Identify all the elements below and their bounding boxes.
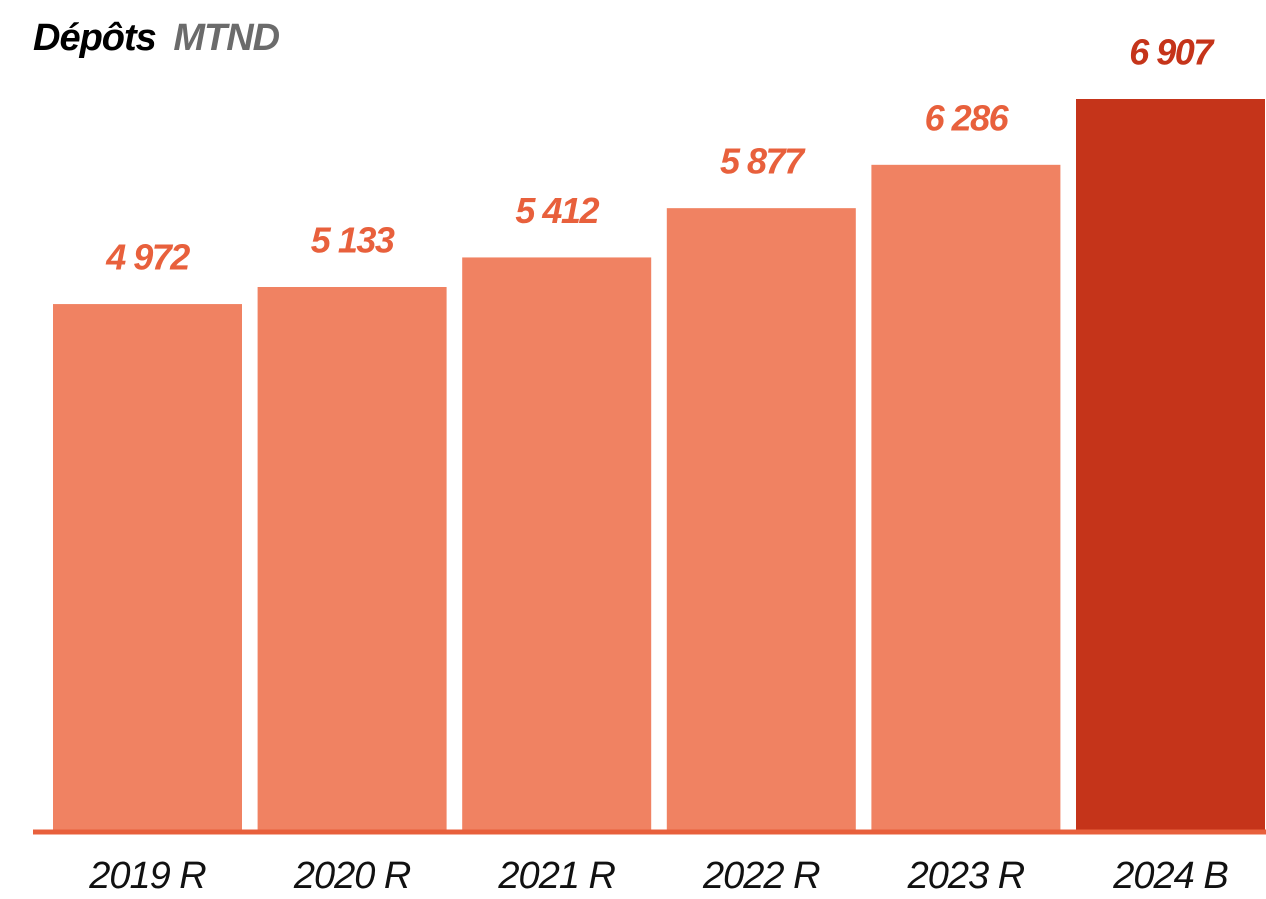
bar	[1076, 99, 1265, 831]
value-label: 5 133	[311, 220, 395, 261]
value-label: 6 286	[925, 97, 1010, 138]
bar	[53, 304, 242, 832]
bar	[871, 164, 1061, 831]
x-tick-label: 2019 R	[88, 855, 206, 897]
chart-title: Dépôts	[33, 17, 156, 59]
value-label: 5 877	[720, 141, 806, 182]
bar	[666, 208, 856, 832]
chart-unit: MTND	[173, 17, 279, 59]
value-label: 6 907	[1129, 32, 1215, 73]
x-tick-label: 2020 R	[293, 855, 411, 897]
chart-title-group: Dépôts MTND	[33, 17, 280, 59]
value-label: 4 972	[105, 237, 190, 278]
x-tick-label: 2021 R	[497, 855, 615, 897]
bar	[257, 287, 447, 831]
x-tick-label: 2022 R	[702, 855, 820, 897]
value-label: 5 412	[515, 190, 599, 231]
x-tick-label: 2024 B	[1112, 855, 1228, 897]
x-tick-label: 2023 R	[907, 855, 1025, 897]
bar	[462, 257, 652, 831]
